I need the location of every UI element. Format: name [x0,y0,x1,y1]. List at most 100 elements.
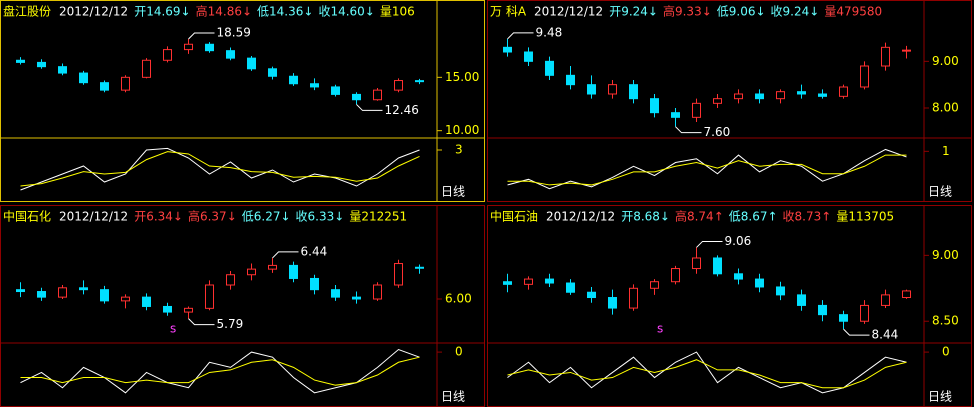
candle-body [268,68,277,77]
quote-field: 收14.60↓ [318,5,374,19]
candle-body [902,49,911,52]
candle-body [163,305,172,313]
candle-body [226,50,235,59]
stock-name: 中国石油 [490,209,538,224]
candle-body [163,49,172,61]
osc-line [507,359,907,389]
candle-body [310,83,319,88]
quote-field: 开14.69↓ [134,5,190,19]
candle-body [734,273,743,280]
candle-body [587,291,596,299]
max-label: 9.48 [536,25,563,39]
max-label: 18.59 [217,26,251,40]
candle-body [184,307,193,313]
candle-body [331,289,340,298]
y-tick-label: 6.00 [445,292,472,306]
candle-body [289,264,298,279]
period-label: 日线 [441,390,465,404]
candle-body [755,278,764,288]
stock-name: 盘江股份 [3,4,51,19]
candle-body [566,74,575,86]
candle-body [205,284,214,309]
candle-body [289,75,298,85]
candle-body [797,294,806,306]
candle-body [713,257,722,275]
quote-field: 开9.24↓ [609,5,658,19]
period-label: 日线 [928,390,952,404]
candle-body [524,51,533,62]
candle-body [629,287,638,309]
candle-body [818,93,827,97]
quote-date: 2012/12/12 [59,210,128,224]
signal-marker: s [170,322,176,336]
osc-line [20,356,420,386]
y-tick-label: 8.50 [932,314,959,328]
candle-body [524,278,533,285]
quote-field: 量479580 [824,5,882,19]
candle-body [587,84,596,95]
max-pointer [272,251,299,259]
quote-field: 收9.24↓ [771,5,820,19]
panel-frame[interactable] [0,0,485,202]
quote-field: 收6.33↓ [296,210,345,224]
candle-body [629,84,638,100]
candle-body [331,86,340,95]
quote-field: 量106 [380,5,415,19]
min-label: 5.79 [217,317,244,331]
min-pointer [188,318,215,326]
quote-field: 低8.67↑ [729,210,778,224]
candle-body [881,46,890,67]
candle-body [755,93,764,100]
candle-body [184,43,193,51]
candle-body [797,91,806,95]
candle-body [268,264,277,270]
candle-body [58,66,67,74]
candle-body [373,89,382,101]
candle-body [545,278,554,284]
candle-body [671,268,680,283]
candle-body [713,98,722,104]
stock-name: 中国石化 [3,209,51,224]
candle-body [394,263,403,286]
candle-body [860,65,869,88]
quote-field: 高6.37↓ [188,209,237,224]
min-pointer [843,328,870,336]
candle-body [121,296,130,302]
candle-body [860,304,869,322]
candle-body [37,291,46,298]
quote-date: 2012/12/12 [546,210,615,224]
candle-body [566,282,575,293]
candle-body [100,82,109,91]
candle-body [142,59,151,78]
quote-field: 高14.86↓ [196,4,252,19]
candle-body [352,93,361,101]
candle-body [226,274,235,286]
max-label: 9.06 [725,234,752,248]
candle-body [608,84,617,95]
osc-line [507,154,907,186]
quote-date: 2012/12/12 [534,5,603,19]
candle-body [692,102,701,118]
candle-body [79,72,88,84]
candle-body [415,80,424,83]
candle-body [37,61,46,68]
candle-body [373,284,382,300]
max-label: 6.44 [301,244,328,258]
quote-date: 2012/12/12 [59,5,128,19]
quote-field: 高9.33↓ [663,4,712,19]
osc-line [20,151,420,187]
y-tick-label: 15.00 [445,70,479,84]
candle-body [650,281,659,289]
candle-body [734,93,743,100]
quote-field: 开6.34↓ [134,210,183,224]
min-label: 7.60 [704,125,731,139]
candle-body [310,277,319,291]
candle-body [839,314,848,322]
quote-field: 低9.06↓ [717,5,766,19]
quote-field: 低6.27↓ [242,210,291,224]
panel-frame[interactable] [487,0,972,202]
min-label: 12.46 [385,103,419,117]
candle-body [776,286,785,296]
candle-body [16,59,25,63]
